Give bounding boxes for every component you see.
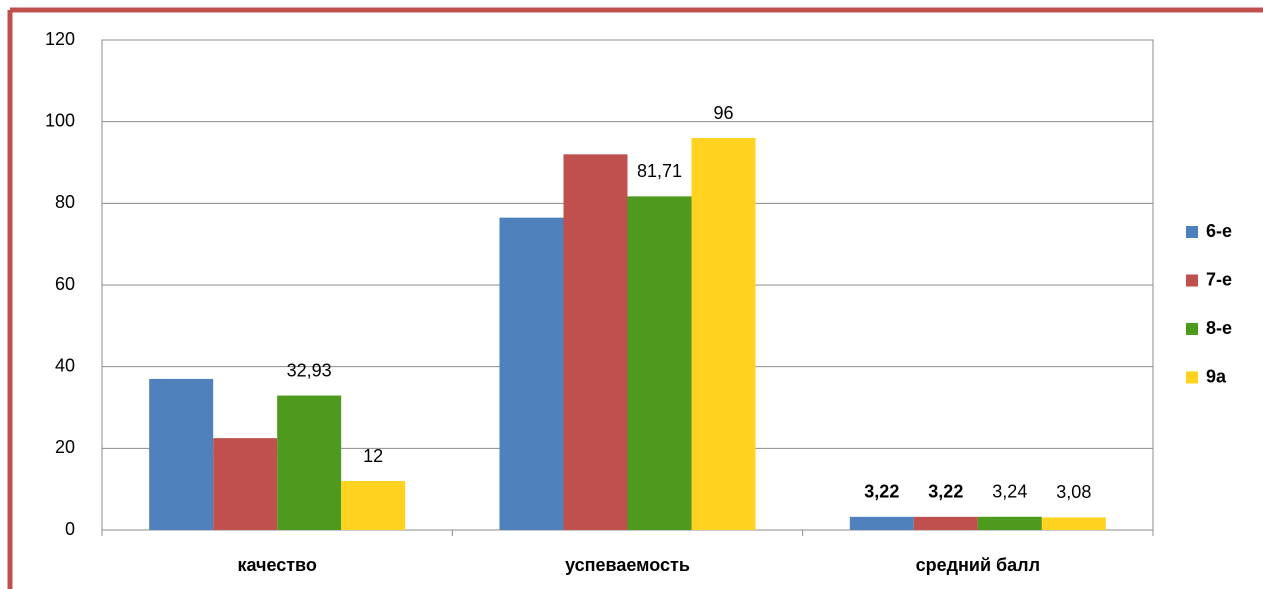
legend-label: 7-е [1206, 269, 1232, 289]
data-label: 81,71 [637, 161, 682, 181]
y-tick-label: 40 [55, 355, 75, 375]
legend-label: 6-е [1206, 221, 1232, 241]
bar [627, 196, 692, 530]
legend-swatch [1186, 371, 1198, 384]
bar [499, 217, 564, 530]
data-label: 3,24 [992, 482, 1027, 502]
legend-swatch [1186, 274, 1198, 287]
legend-label: 8-е [1206, 318, 1232, 338]
y-tick-label: 80 [55, 192, 75, 212]
y-tick-label: 60 [55, 274, 75, 294]
bar [341, 481, 406, 530]
bar [213, 438, 278, 530]
data-label: 32,93 [287, 360, 332, 380]
data-label: 12 [363, 446, 383, 466]
data-label: 96 [713, 103, 733, 123]
bar [149, 378, 214, 530]
legend-swatch [1186, 226, 1198, 238]
data-label: 3,22 [864, 482, 899, 502]
bar [849, 516, 914, 530]
bar [913, 516, 978, 530]
y-tick-label: 0 [65, 519, 75, 539]
bar [277, 395, 342, 530]
y-tick-label: 20 [55, 437, 75, 457]
bar [977, 516, 1042, 530]
y-tick-label: 120 [45, 29, 75, 49]
x-tick-label: средний балл [916, 555, 1040, 575]
data-label: 3,22 [928, 482, 963, 502]
y-tick-label: 100 [45, 110, 75, 130]
x-tick-label: успеваемость [565, 555, 690, 575]
x-tick-label: качество [237, 555, 316, 575]
legend-label: 9а [1206, 366, 1227, 386]
bar [563, 154, 628, 531]
legend-swatch [1186, 323, 1198, 335]
bar [1041, 517, 1106, 530]
bar [691, 138, 756, 530]
data-label: 3,08 [1056, 482, 1091, 502]
